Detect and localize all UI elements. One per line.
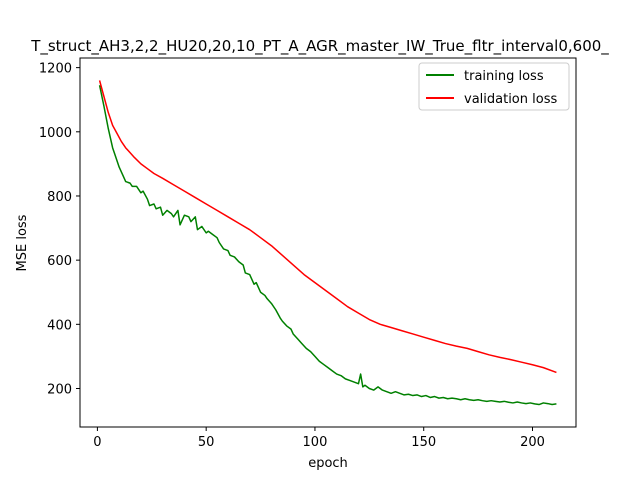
legend-label-training: training loss	[464, 69, 544, 84]
x-tick-label: 150	[411, 435, 436, 450]
y-axis-ticks: 200 400 600 800 1000 1200	[39, 62, 80, 397]
y-tick-label: 800	[47, 190, 72, 205]
x-tick-label: 100	[303, 435, 328, 450]
y-tick-label: 600	[47, 254, 72, 269]
x-tick-label: 50	[198, 435, 215, 450]
legend-label-validation: validation loss	[464, 92, 557, 107]
x-axis-ticks: 0 50 100 150 200	[93, 427, 545, 450]
legend-box	[418, 62, 570, 111]
series-line-validation-loss	[98, 80, 557, 374]
x-axis-label: epoch	[308, 456, 348, 471]
y-tick-label: 1200	[39, 62, 72, 77]
y-axis-label: MSE loss	[15, 214, 30, 271]
legend: training loss validation loss	[418, 62, 570, 111]
y-tick-label: 400	[47, 318, 72, 333]
y-tick-label: 1000	[39, 126, 72, 141]
y-tick-label: 200	[47, 382, 72, 397]
x-tick-label: 200	[520, 435, 545, 450]
chart-title: T_struct_AH3,2,2_HU20,20,10_PT_A_AGR_mas…	[30, 37, 609, 56]
plot-series	[98, 80, 557, 406]
plot-frame	[79, 57, 577, 428]
series-line-training-loss	[98, 85, 557, 406]
x-tick-label: 0	[93, 435, 101, 450]
